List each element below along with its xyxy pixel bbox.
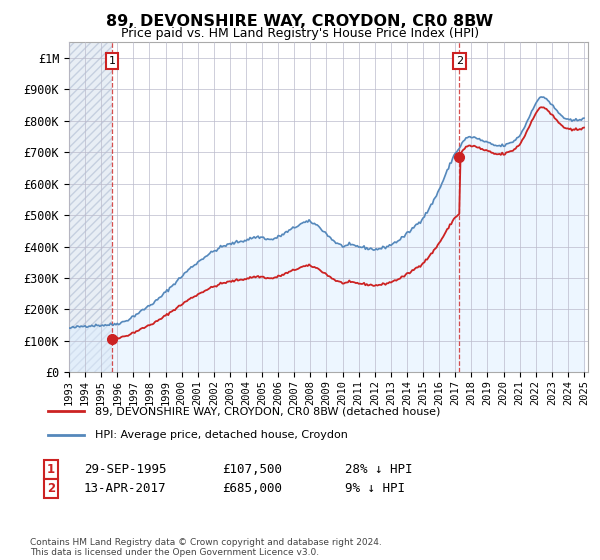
Bar bbox=[69, 42, 112, 372]
Text: 89, DEVONSHIRE WAY, CROYDON, CR0 8BW (detached house): 89, DEVONSHIRE WAY, CROYDON, CR0 8BW (de… bbox=[95, 407, 440, 416]
Text: 28% ↓ HPI: 28% ↓ HPI bbox=[345, 463, 413, 476]
Text: £107,500: £107,500 bbox=[222, 463, 282, 476]
Text: 2: 2 bbox=[47, 482, 55, 495]
Text: Price paid vs. HM Land Registry's House Price Index (HPI): Price paid vs. HM Land Registry's House … bbox=[121, 27, 479, 40]
Text: 13-APR-2017: 13-APR-2017 bbox=[84, 482, 167, 495]
Text: 2: 2 bbox=[455, 56, 463, 66]
Text: 29-SEP-1995: 29-SEP-1995 bbox=[84, 463, 167, 476]
Text: £685,000: £685,000 bbox=[222, 482, 282, 495]
Text: 89, DEVONSHIRE WAY, CROYDON, CR0 8BW: 89, DEVONSHIRE WAY, CROYDON, CR0 8BW bbox=[106, 14, 494, 29]
Text: 1: 1 bbox=[109, 56, 115, 66]
Text: HPI: Average price, detached house, Croydon: HPI: Average price, detached house, Croy… bbox=[95, 431, 347, 440]
Text: 9% ↓ HPI: 9% ↓ HPI bbox=[345, 482, 405, 495]
Text: 1: 1 bbox=[47, 463, 55, 476]
Text: Contains HM Land Registry data © Crown copyright and database right 2024.
This d: Contains HM Land Registry data © Crown c… bbox=[30, 538, 382, 557]
